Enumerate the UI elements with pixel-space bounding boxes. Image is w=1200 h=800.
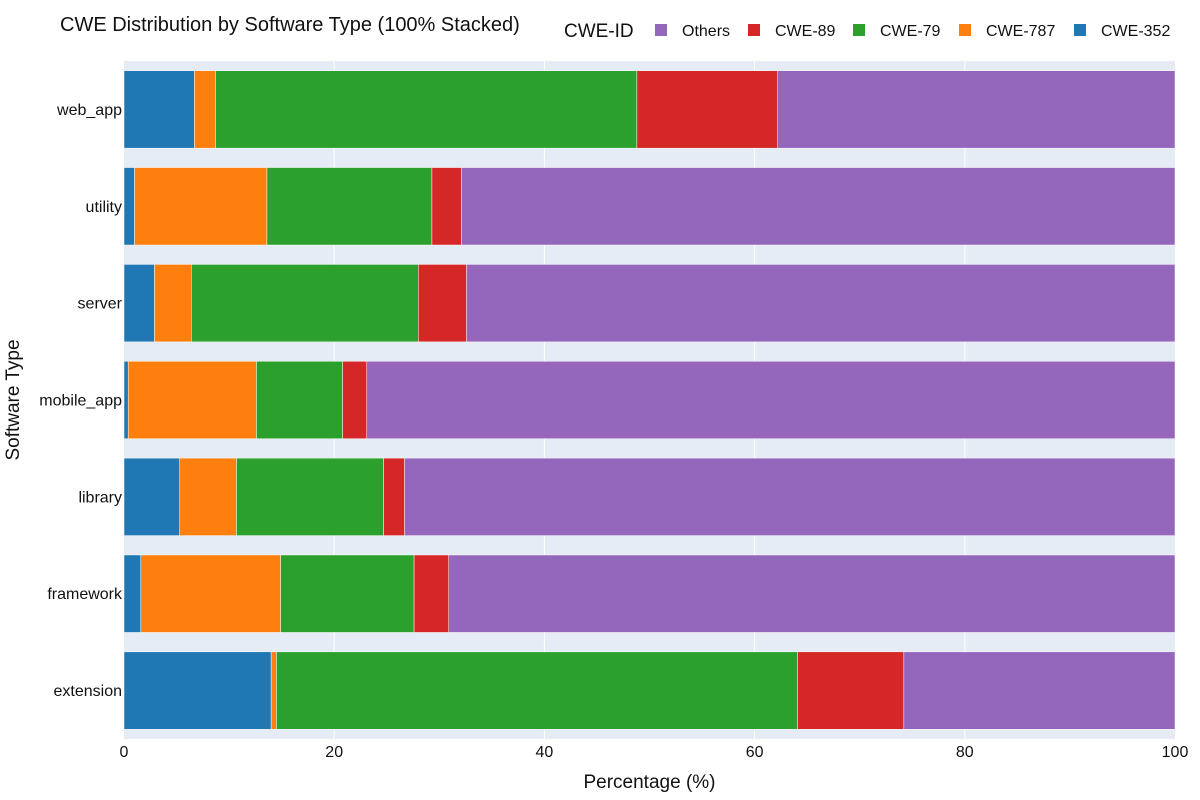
- bar-utility-cwe-79[interactable]: [266, 167, 433, 246]
- y-tick-label-server: server: [78, 296, 123, 313]
- bar-library-cwe-79[interactable]: [236, 457, 384, 536]
- legend-swatch-cwe-352: [1074, 24, 1086, 36]
- bar-extension-cwe-79[interactable]: [276, 651, 798, 730]
- y-tick-label-utility: utility: [86, 199, 122, 216]
- x-tick-label-20: 20: [325, 744, 343, 761]
- bar-utility-cwe-352[interactable]: [123, 167, 135, 246]
- y-tick-label-framework: framework: [47, 586, 123, 603]
- legend-item-cwe-89[interactable]: CWE-89: [748, 23, 836, 40]
- bar-web-app-cwe-79[interactable]: [215, 70, 638, 149]
- bar-mobile-app-cwe-352[interactable]: [123, 361, 129, 439]
- bar-mobile-app-cwe-79[interactable]: [256, 361, 343, 439]
- legend-item-cwe-352[interactable]: CWE-352: [1074, 23, 1170, 40]
- legend-item-cwe-79[interactable]: CWE-79: [853, 23, 941, 40]
- bar-library-cwe-352[interactable]: [123, 457, 180, 536]
- bar-web-app-others[interactable]: [777, 70, 1176, 149]
- legend-label-cwe-89: CWE-89: [775, 23, 836, 40]
- bar-server-cwe-787[interactable]: [154, 264, 192, 343]
- x-tick-label-0: 0: [120, 744, 129, 761]
- legend-swatch-cwe-79: [853, 24, 865, 36]
- y-axis-title: Software Type: [3, 339, 24, 460]
- bar-layer: [123, 70, 1176, 730]
- bar-framework-others[interactable]: [448, 554, 1176, 633]
- legend-item-others[interactable]: Others: [655, 23, 730, 40]
- legend-item-cwe-787[interactable]: CWE-787: [959, 23, 1055, 40]
- bar-utility-others[interactable]: [461, 167, 1176, 246]
- bar-extension-others[interactable]: [903, 651, 1176, 730]
- x-tick-label-60: 60: [746, 744, 764, 761]
- bar-utility-cwe-89[interactable]: [431, 167, 462, 246]
- bar-extension-cwe-352[interactable]: [123, 651, 272, 730]
- bar-utility-cwe-787[interactable]: [134, 167, 268, 246]
- legend-label-others: Others: [682, 23, 730, 40]
- x-axis-title: Percentage (%): [583, 772, 715, 793]
- legend-title: CWE-ID: [564, 21, 634, 42]
- x-tick-label-80: 80: [956, 744, 974, 761]
- legend-label-cwe-79: CWE-79: [880, 23, 941, 40]
- bar-server-cwe-89[interactable]: [418, 264, 467, 343]
- legend-swatch-cwe-787: [959, 24, 971, 36]
- bar-mobile-app-cwe-89[interactable]: [342, 361, 368, 439]
- bar-server-cwe-79[interactable]: [191, 264, 419, 343]
- bar-extension-cwe-89[interactable]: [797, 651, 905, 730]
- y-tick-label-extension: extension: [54, 683, 123, 700]
- legend[interactable]: CWE-ID Others CWE-89 CWE-79 CWE-787 CWE-352: [564, 21, 1170, 42]
- bar-mobile-app-cwe-787[interactable]: [127, 361, 257, 439]
- x-tick-label-100: 100: [1162, 744, 1189, 761]
- bar-framework-cwe-79[interactable]: [280, 554, 415, 633]
- y-tick-label-library: library: [78, 489, 122, 506]
- bar-library-others[interactable]: [404, 457, 1176, 536]
- y-tick-label-web-app: web_app: [56, 102, 122, 119]
- bar-server-others[interactable]: [466, 264, 1176, 343]
- bar-framework-cwe-89[interactable]: [413, 554, 450, 633]
- bar-web-app-cwe-352[interactable]: [123, 70, 195, 149]
- bar-server-cwe-352[interactable]: [123, 264, 155, 343]
- bar-web-app-cwe-787[interactable]: [194, 70, 216, 149]
- legend-label-cwe-352: CWE-352: [1101, 23, 1170, 40]
- bar-web-app-cwe-89[interactable]: [636, 70, 778, 149]
- bar-mobile-app-others[interactable]: [366, 361, 1176, 439]
- legend-swatch-others: [655, 24, 667, 36]
- x-tick-label-40: 40: [536, 744, 554, 761]
- bar-library-cwe-89[interactable]: [383, 457, 405, 536]
- legend-label-cwe-787: CWE-787: [986, 23, 1055, 40]
- legend-swatch-cwe-89: [748, 24, 760, 36]
- chart-title: CWE Distribution by Software Type (100% …: [60, 14, 520, 36]
- bar-library-cwe-787[interactable]: [179, 457, 237, 536]
- bar-framework-cwe-787[interactable]: [140, 554, 281, 633]
- bar-framework-cwe-352[interactable]: [123, 554, 142, 633]
- bar-extension-cwe-787[interactable]: [270, 651, 277, 730]
- y-tick-label-mobile-app: mobile_app: [39, 393, 122, 410]
